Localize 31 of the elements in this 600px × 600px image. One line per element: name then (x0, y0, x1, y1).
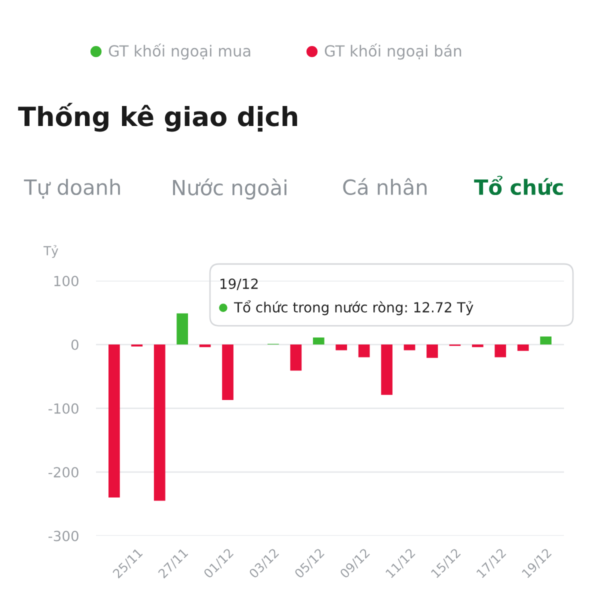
bar (426, 344, 438, 358)
bar (358, 344, 370, 358)
bar (312, 338, 324, 345)
bar (154, 344, 166, 501)
y-tick-label: -100 (48, 403, 78, 414)
bar (108, 344, 120, 498)
text: GT khối ngoại mua (108, 44, 250, 60)
bar (336, 344, 348, 350)
y-tick-label: -300 (48, 530, 78, 542)
bar (222, 344, 234, 400)
text: Tự doanh (24, 178, 120, 199)
annotation: 19/12 (220, 278, 258, 290)
bar (494, 344, 506, 358)
bar (517, 344, 529, 351)
bar (176, 313, 188, 345)
y-tick-label: 0 (71, 340, 78, 350)
bar (290, 344, 302, 371)
bar (404, 344, 416, 350)
bar (199, 344, 211, 348)
bar (381, 344, 392, 395)
bar (540, 336, 552, 345)
text: Cá nhân (343, 178, 427, 196)
bar (472, 344, 484, 348)
y-tick-label: -200 (48, 467, 78, 478)
text: Nước ngoài (173, 178, 286, 200)
annotation: Tổ chức trong nước ròng: 12.72 Tỷ (234, 300, 474, 316)
text: Tổ chức (474, 176, 563, 196)
chart-title: Thống kê giao dịch (18, 102, 298, 132)
y-tick-label: 100 (54, 276, 78, 286)
y-axis-title: Tỷ (43, 245, 58, 258)
text: GT khối ngoại bán (324, 44, 462, 60)
